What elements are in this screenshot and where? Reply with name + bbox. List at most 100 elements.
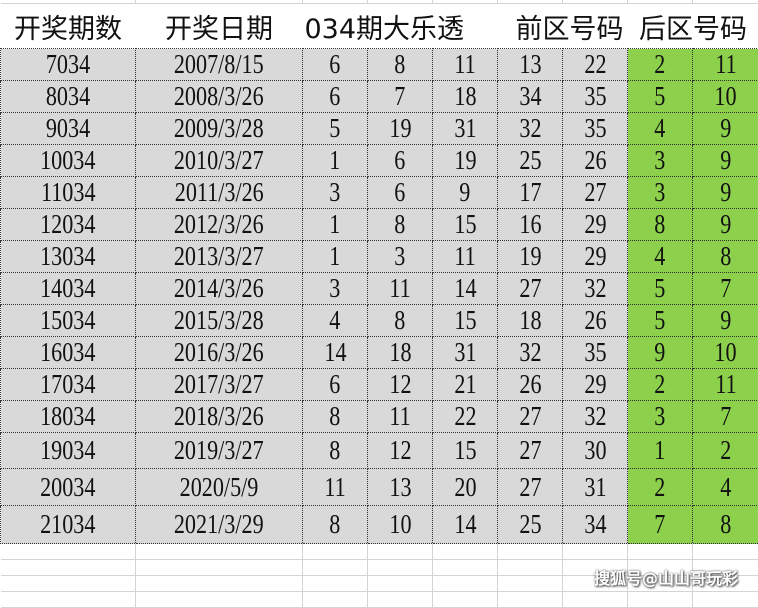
cell-front-number[interactable]: 8 xyxy=(303,401,368,433)
empty-cell[interactable] xyxy=(498,544,563,560)
cell-front-number[interactable]: 30 xyxy=(563,433,628,469)
cell-date[interactable]: 2016/3/26 xyxy=(136,337,303,369)
empty-cell[interactable] xyxy=(1,544,136,560)
cell-back-number[interactable]: 10 xyxy=(693,81,758,113)
cell-back-number[interactable]: 11 xyxy=(693,49,758,81)
cell-front-number[interactable]: 25 xyxy=(498,506,563,544)
cell-front-number[interactable]: 27 xyxy=(498,433,563,469)
cell-period[interactable]: 9034 xyxy=(1,113,136,145)
empty-cell[interactable] xyxy=(1,576,136,592)
cell-date[interactable]: 2007/8/15 xyxy=(136,49,303,81)
cell-front-number[interactable]: 3 xyxy=(368,241,433,273)
empty-cell[interactable] xyxy=(368,560,433,576)
cell-front-number[interactable]: 10 xyxy=(368,506,433,544)
cell-front-number[interactable]: 4 xyxy=(303,305,368,337)
cell-period[interactable]: 11034 xyxy=(1,177,136,209)
cell-back-number[interactable]: 9 xyxy=(693,113,758,145)
cell-date[interactable]: 2013/3/27 xyxy=(136,241,303,273)
header-front[interactable]: 前区号码 xyxy=(498,4,628,49)
cell-front-number[interactable]: 18 xyxy=(368,337,433,369)
cell-front-number[interactable]: 19 xyxy=(368,113,433,145)
cell-front-number[interactable]: 15 xyxy=(433,305,498,337)
cell-back-number[interactable]: 11 xyxy=(693,369,758,401)
empty-cell[interactable] xyxy=(628,544,693,560)
cell-front-number[interactable]: 29 xyxy=(563,241,628,273)
cell-front-number[interactable]: 31 xyxy=(563,469,628,506)
empty-cell[interactable] xyxy=(498,560,563,576)
cell-back-number[interactable]: 4 xyxy=(628,113,693,145)
cell-back-number[interactable]: 3 xyxy=(628,145,693,177)
cell-front-number[interactable]: 14 xyxy=(433,273,498,305)
empty-cell[interactable] xyxy=(136,592,303,608)
cell-date[interactable]: 2014/3/26 xyxy=(136,273,303,305)
cell-front-number[interactable]: 7 xyxy=(368,81,433,113)
empty-cell[interactable] xyxy=(1,592,136,608)
cell-back-number[interactable]: 8 xyxy=(693,241,758,273)
cell-front-number[interactable]: 27 xyxy=(563,177,628,209)
empty-cell[interactable] xyxy=(303,560,368,576)
empty-cell[interactable] xyxy=(433,576,498,592)
header-back[interactable]: 后区号码 xyxy=(628,4,758,49)
cell-back-number[interactable]: 9 xyxy=(628,337,693,369)
cell-back-number[interactable]: 8 xyxy=(693,506,758,544)
empty-cell[interactable] xyxy=(136,576,303,592)
empty-cell[interactable] xyxy=(433,560,498,576)
cell-date[interactable]: 2017/3/27 xyxy=(136,369,303,401)
cell-date[interactable]: 2009/3/28 xyxy=(136,113,303,145)
cell-back-number[interactable]: 8 xyxy=(628,209,693,241)
header-date[interactable]: 开奖日期 xyxy=(136,4,303,49)
cell-front-number[interactable]: 19 xyxy=(433,145,498,177)
cell-front-number[interactable]: 27 xyxy=(498,401,563,433)
cell-back-number[interactable]: 9 xyxy=(693,145,758,177)
cell-front-number[interactable]: 34 xyxy=(498,81,563,113)
cell-date[interactable]: 2015/3/28 xyxy=(136,305,303,337)
cell-front-number[interactable]: 35 xyxy=(563,113,628,145)
cell-front-number[interactable]: 20 xyxy=(433,469,498,506)
cell-front-number[interactable]: 3 xyxy=(303,177,368,209)
cell-date[interactable]: 2019/3/27 xyxy=(136,433,303,469)
cell-front-number[interactable]: 27 xyxy=(498,273,563,305)
cell-front-number[interactable]: 1 xyxy=(303,145,368,177)
cell-front-number[interactable]: 29 xyxy=(563,209,628,241)
cell-front-number[interactable]: 19 xyxy=(498,241,563,273)
cell-front-number[interactable]: 6 xyxy=(303,369,368,401)
empty-cell[interactable] xyxy=(498,592,563,608)
cell-front-number[interactable]: 12 xyxy=(368,433,433,469)
cell-front-number[interactable]: 15 xyxy=(433,209,498,241)
cell-front-number[interactable]: 26 xyxy=(498,369,563,401)
cell-period[interactable]: 13034 xyxy=(1,241,136,273)
cell-date[interactable]: 2020/5/9 xyxy=(136,469,303,506)
cell-front-number[interactable]: 13 xyxy=(368,469,433,506)
cell-period[interactable]: 8034 xyxy=(1,81,136,113)
cell-period[interactable]: 18034 xyxy=(1,401,136,433)
cell-front-number[interactable]: 1 xyxy=(303,241,368,273)
cell-period[interactable]: 20034 xyxy=(1,469,136,506)
cell-period[interactable]: 19034 xyxy=(1,433,136,469)
cell-front-number[interactable]: 8 xyxy=(303,506,368,544)
cell-back-number[interactable]: 4 xyxy=(693,469,758,506)
cell-front-number[interactable]: 31 xyxy=(433,113,498,145)
cell-front-number[interactable]: 26 xyxy=(563,305,628,337)
cell-back-number[interactable]: 9 xyxy=(693,209,758,241)
cell-front-number[interactable]: 17 xyxy=(498,177,563,209)
empty-cell[interactable] xyxy=(563,544,628,560)
cell-date[interactable]: 2011/3/26 xyxy=(136,177,303,209)
cell-front-number[interactable]: 12 xyxy=(368,369,433,401)
cell-back-number[interactable]: 3 xyxy=(628,177,693,209)
cell-front-number[interactable]: 16 xyxy=(498,209,563,241)
empty-cell[interactable] xyxy=(368,576,433,592)
cell-date[interactable]: 2021/3/29 xyxy=(136,506,303,544)
cell-front-number[interactable]: 11 xyxy=(433,241,498,273)
empty-cell[interactable] xyxy=(303,592,368,608)
cell-period[interactable]: 12034 xyxy=(1,209,136,241)
empty-cell[interactable] xyxy=(136,560,303,576)
cell-front-number[interactable]: 8 xyxy=(368,305,433,337)
cell-front-number[interactable]: 11 xyxy=(433,49,498,81)
cell-front-number[interactable]: 32 xyxy=(563,273,628,305)
empty-cell[interactable] xyxy=(303,544,368,560)
empty-cell[interactable] xyxy=(433,544,498,560)
cell-front-number[interactable]: 18 xyxy=(498,305,563,337)
cell-front-number[interactable]: 6 xyxy=(303,81,368,113)
cell-back-number[interactable]: 7 xyxy=(693,401,758,433)
cell-period[interactable]: 7034 xyxy=(1,49,136,81)
